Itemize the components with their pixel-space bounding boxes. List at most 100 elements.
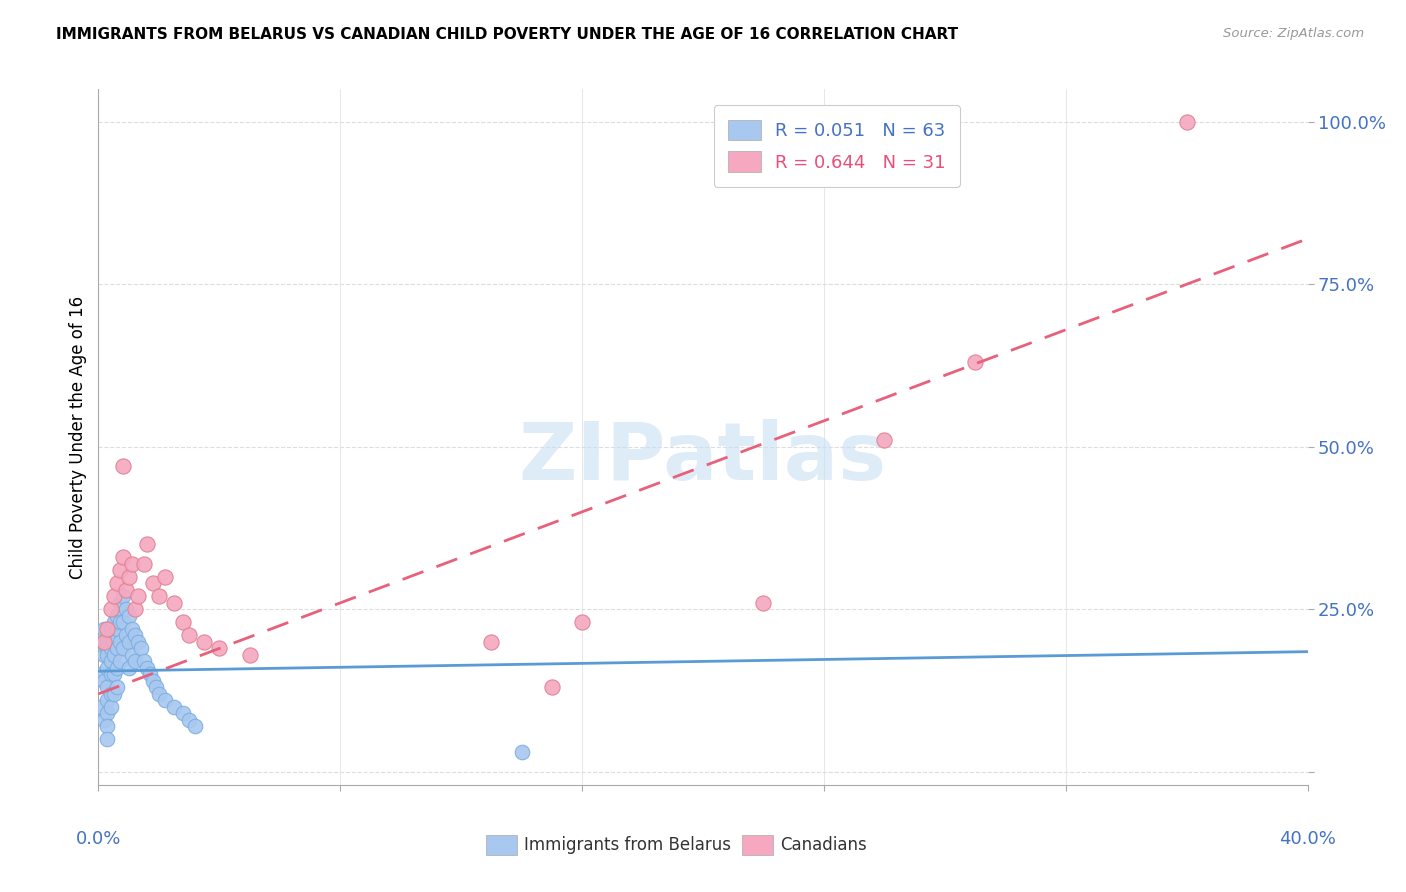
Point — [100, 628, 122, 642]
Text: 40.0%: 40.0% — [1279, 830, 1336, 848]
Point — [177, 713, 201, 727]
Text: ZIPatlas: ZIPatlas — [519, 419, 887, 497]
Point — [121, 557, 143, 571]
Point — [93, 635, 115, 649]
Point — [96, 681, 118, 695]
Point — [96, 732, 118, 747]
Point — [148, 590, 170, 604]
Point — [96, 661, 118, 675]
Point — [103, 648, 125, 662]
Point — [752, 596, 775, 610]
Point — [118, 570, 141, 584]
Point — [965, 355, 987, 369]
Point — [96, 648, 118, 662]
Point — [90, 667, 112, 681]
Point — [873, 434, 896, 448]
Point — [103, 590, 125, 604]
Point — [103, 687, 125, 701]
Point — [118, 661, 141, 675]
Point — [100, 667, 122, 681]
Point — [105, 622, 128, 636]
Point — [163, 700, 186, 714]
Point — [114, 582, 136, 597]
Point — [118, 635, 141, 649]
Point — [163, 596, 186, 610]
Point — [142, 673, 165, 688]
Point — [108, 654, 131, 668]
Text: 0.0%: 0.0% — [76, 830, 121, 848]
Point — [100, 602, 122, 616]
Point — [111, 550, 134, 565]
Point — [100, 622, 122, 636]
Point — [1175, 114, 1198, 128]
Point — [172, 706, 194, 721]
Point — [132, 557, 155, 571]
Point — [108, 563, 131, 577]
Point — [103, 635, 125, 649]
Point — [111, 590, 134, 604]
Point — [96, 693, 118, 707]
Point — [510, 746, 533, 760]
Point — [96, 635, 118, 649]
Point — [93, 622, 115, 636]
Point — [135, 661, 157, 675]
Point — [124, 628, 146, 642]
Point — [111, 615, 134, 630]
Point — [93, 673, 115, 688]
Point — [124, 654, 146, 668]
Point — [100, 641, 122, 656]
Point — [148, 687, 170, 701]
Text: Source: ZipAtlas.com: Source: ZipAtlas.com — [1223, 27, 1364, 40]
Point — [108, 635, 131, 649]
Point — [193, 635, 215, 649]
Point — [132, 654, 155, 668]
Point — [145, 681, 167, 695]
Point — [105, 576, 128, 591]
Point — [540, 681, 562, 695]
Point — [121, 648, 143, 662]
Text: Canadians: Canadians — [780, 836, 868, 854]
Point — [153, 693, 176, 707]
Point — [103, 667, 125, 681]
Point — [100, 654, 122, 668]
Point — [100, 687, 122, 701]
Point — [105, 608, 128, 623]
Point — [127, 590, 149, 604]
Point — [93, 648, 115, 662]
Point — [111, 641, 134, 656]
Point — [105, 661, 128, 675]
Text: IMMIGRANTS FROM BELARUS VS CANADIAN CHILD POVERTY UNDER THE AGE OF 16 CORRELATIO: IMMIGRANTS FROM BELARUS VS CANADIAN CHIL… — [56, 27, 959, 42]
Point — [118, 608, 141, 623]
Point — [127, 635, 149, 649]
Point — [108, 596, 131, 610]
Point — [96, 622, 118, 636]
Point — [100, 700, 122, 714]
Point — [114, 602, 136, 616]
Point — [105, 641, 128, 656]
Y-axis label: Child Poverty Under the Age of 16: Child Poverty Under the Age of 16 — [69, 295, 87, 579]
Point — [96, 706, 118, 721]
Legend: R = 0.051   N = 63, R = 0.644   N = 31: R = 0.051 N = 63, R = 0.644 N = 31 — [714, 105, 960, 186]
Point — [172, 615, 194, 630]
Point — [103, 615, 125, 630]
Point — [114, 628, 136, 642]
Point — [111, 459, 134, 474]
Point — [96, 641, 118, 656]
Point — [129, 641, 152, 656]
Point — [142, 576, 165, 591]
Point — [139, 667, 162, 681]
Point — [90, 700, 112, 714]
Point — [153, 570, 176, 584]
Text: Immigrants from Belarus: Immigrants from Belarus — [524, 836, 731, 854]
Point — [93, 635, 115, 649]
Point — [108, 615, 131, 630]
Point — [239, 648, 262, 662]
Point — [93, 713, 115, 727]
Point — [184, 719, 207, 733]
Point — [121, 622, 143, 636]
Point — [571, 615, 593, 630]
Point — [124, 602, 146, 616]
Point — [481, 635, 503, 649]
Point — [96, 719, 118, 733]
Point — [105, 681, 128, 695]
